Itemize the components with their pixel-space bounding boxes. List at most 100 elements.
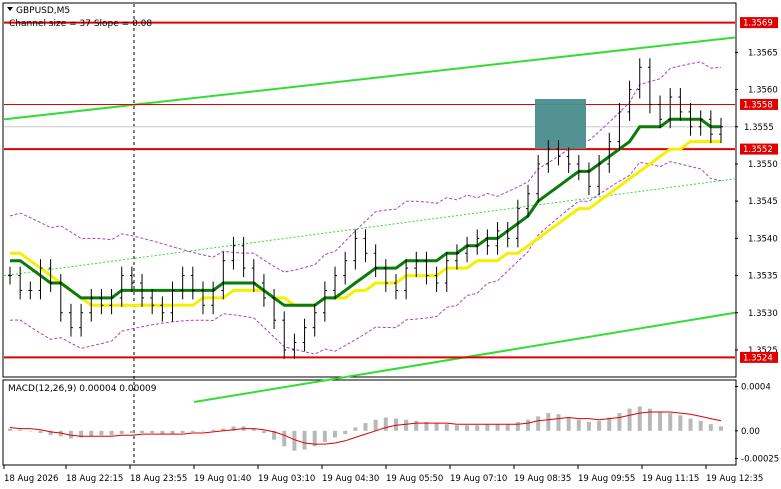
candle bbox=[200, 281, 205, 315]
macd-bar bbox=[678, 415, 683, 431]
time-tick-label: 19 Aug 05:50 bbox=[386, 474, 443, 484]
time-tick-label: 19 Aug 11:15 bbox=[642, 474, 699, 484]
macd-bar bbox=[312, 430, 317, 447]
candle bbox=[495, 221, 500, 255]
candle bbox=[383, 259, 388, 292]
price-tick-label: 1.3560 bbox=[748, 86, 778, 96]
candle bbox=[231, 236, 236, 270]
candle bbox=[68, 303, 73, 337]
macd-series bbox=[8, 406, 723, 451]
time-tick-label: 19 Aug 07:10 bbox=[450, 474, 507, 484]
candle bbox=[190, 266, 195, 300]
macd-bar bbox=[434, 423, 439, 431]
macd-bar bbox=[200, 430, 205, 432]
candle bbox=[586, 162, 591, 196]
price-tick-label: 1.3525 bbox=[748, 346, 778, 356]
macd-bar bbox=[251, 428, 256, 431]
price-levels bbox=[4, 21, 735, 359]
macd-bar bbox=[617, 413, 622, 431]
candle bbox=[526, 184, 531, 218]
candle bbox=[698, 110, 703, 136]
macd-label: MACD(12,26,9) 0.00004 0.00009 bbox=[8, 384, 157, 394]
highlight-rectangle bbox=[535, 99, 586, 149]
candles bbox=[8, 58, 723, 359]
macd-bar bbox=[221, 428, 226, 431]
level-price-box bbox=[740, 17, 778, 29]
candle bbox=[322, 281, 327, 322]
macd-bar bbox=[719, 426, 723, 431]
candle bbox=[414, 251, 419, 278]
candle bbox=[89, 288, 94, 322]
macd-bar bbox=[231, 426, 236, 431]
macd-bar bbox=[607, 417, 612, 431]
channel-upper-line bbox=[3, 36, 736, 121]
bollinger-lower bbox=[9, 161, 722, 355]
macd-panel-frame bbox=[2, 379, 737, 466]
macd-bar bbox=[668, 413, 673, 431]
macd-bar bbox=[424, 421, 429, 431]
candle bbox=[343, 251, 348, 285]
macd-bar bbox=[393, 418, 398, 431]
candle bbox=[18, 266, 23, 300]
macd-bar bbox=[48, 430, 53, 436]
macd-bar bbox=[586, 421, 591, 431]
channel-mid-line bbox=[3, 178, 736, 277]
candle bbox=[465, 236, 470, 263]
candle bbox=[99, 288, 104, 315]
macd-bar bbox=[708, 424, 713, 431]
candle bbox=[688, 102, 693, 136]
candle bbox=[444, 251, 449, 292]
macd-bar bbox=[576, 419, 581, 431]
candle bbox=[505, 221, 510, 248]
highlight-box bbox=[535, 99, 586, 149]
level-price-box bbox=[740, 98, 778, 110]
macd-bar bbox=[18, 429, 23, 431]
level-price-label: 1.3569 bbox=[743, 19, 773, 29]
price-tick-label: 1.3540 bbox=[748, 234, 778, 244]
macd-bar bbox=[515, 421, 520, 431]
macd-bar bbox=[647, 408, 652, 431]
candle bbox=[170, 281, 175, 322]
macd-bar bbox=[343, 430, 348, 435]
price-axis: 1.3565 1.3560 1.3555 1.3550 1.3545 1.3540 1.35… bbox=[735, 17, 779, 464]
current-price-box bbox=[739, 120, 779, 133]
macd-bar bbox=[119, 430, 124, 435]
macd-bar bbox=[8, 428, 12, 431]
candle bbox=[597, 155, 602, 196]
macd-bar bbox=[627, 408, 632, 431]
level-price-box bbox=[740, 351, 778, 363]
candle bbox=[79, 303, 84, 337]
time-tick-label: 18 Aug 23:55 bbox=[130, 474, 187, 484]
candle bbox=[678, 88, 683, 121]
macd-bar bbox=[160, 430, 165, 435]
candle bbox=[282, 311, 287, 359]
candle bbox=[119, 266, 124, 307]
main-panel-frame bbox=[2, 2, 737, 378]
candle bbox=[475, 229, 480, 255]
moving-averages bbox=[10, 117, 721, 307]
candle bbox=[454, 244, 459, 270]
macd-bar bbox=[495, 424, 500, 431]
candle bbox=[708, 110, 713, 144]
level-price-label: 1.3524 bbox=[743, 353, 773, 363]
candle bbox=[38, 259, 43, 300]
macd-bar bbox=[129, 430, 134, 434]
bollinger-upper bbox=[9, 61, 722, 273]
macd-bar bbox=[465, 425, 470, 431]
level-price-label: 1.3552 bbox=[743, 145, 773, 155]
macd-tick-label: 0.00 bbox=[741, 427, 760, 437]
candle bbox=[292, 333, 297, 359]
candle bbox=[576, 155, 581, 181]
dropdown-triangle-icon[interactable] bbox=[7, 7, 13, 11]
candle bbox=[129, 266, 134, 292]
candle bbox=[261, 274, 266, 307]
macd-bar bbox=[180, 430, 185, 434]
macd-bar bbox=[322, 430, 327, 442]
macd-bar bbox=[536, 416, 541, 431]
candle bbox=[404, 259, 409, 300]
candle bbox=[566, 147, 571, 173]
macd-bar bbox=[556, 414, 561, 431]
candle bbox=[251, 259, 256, 292]
candle bbox=[333, 266, 338, 300]
